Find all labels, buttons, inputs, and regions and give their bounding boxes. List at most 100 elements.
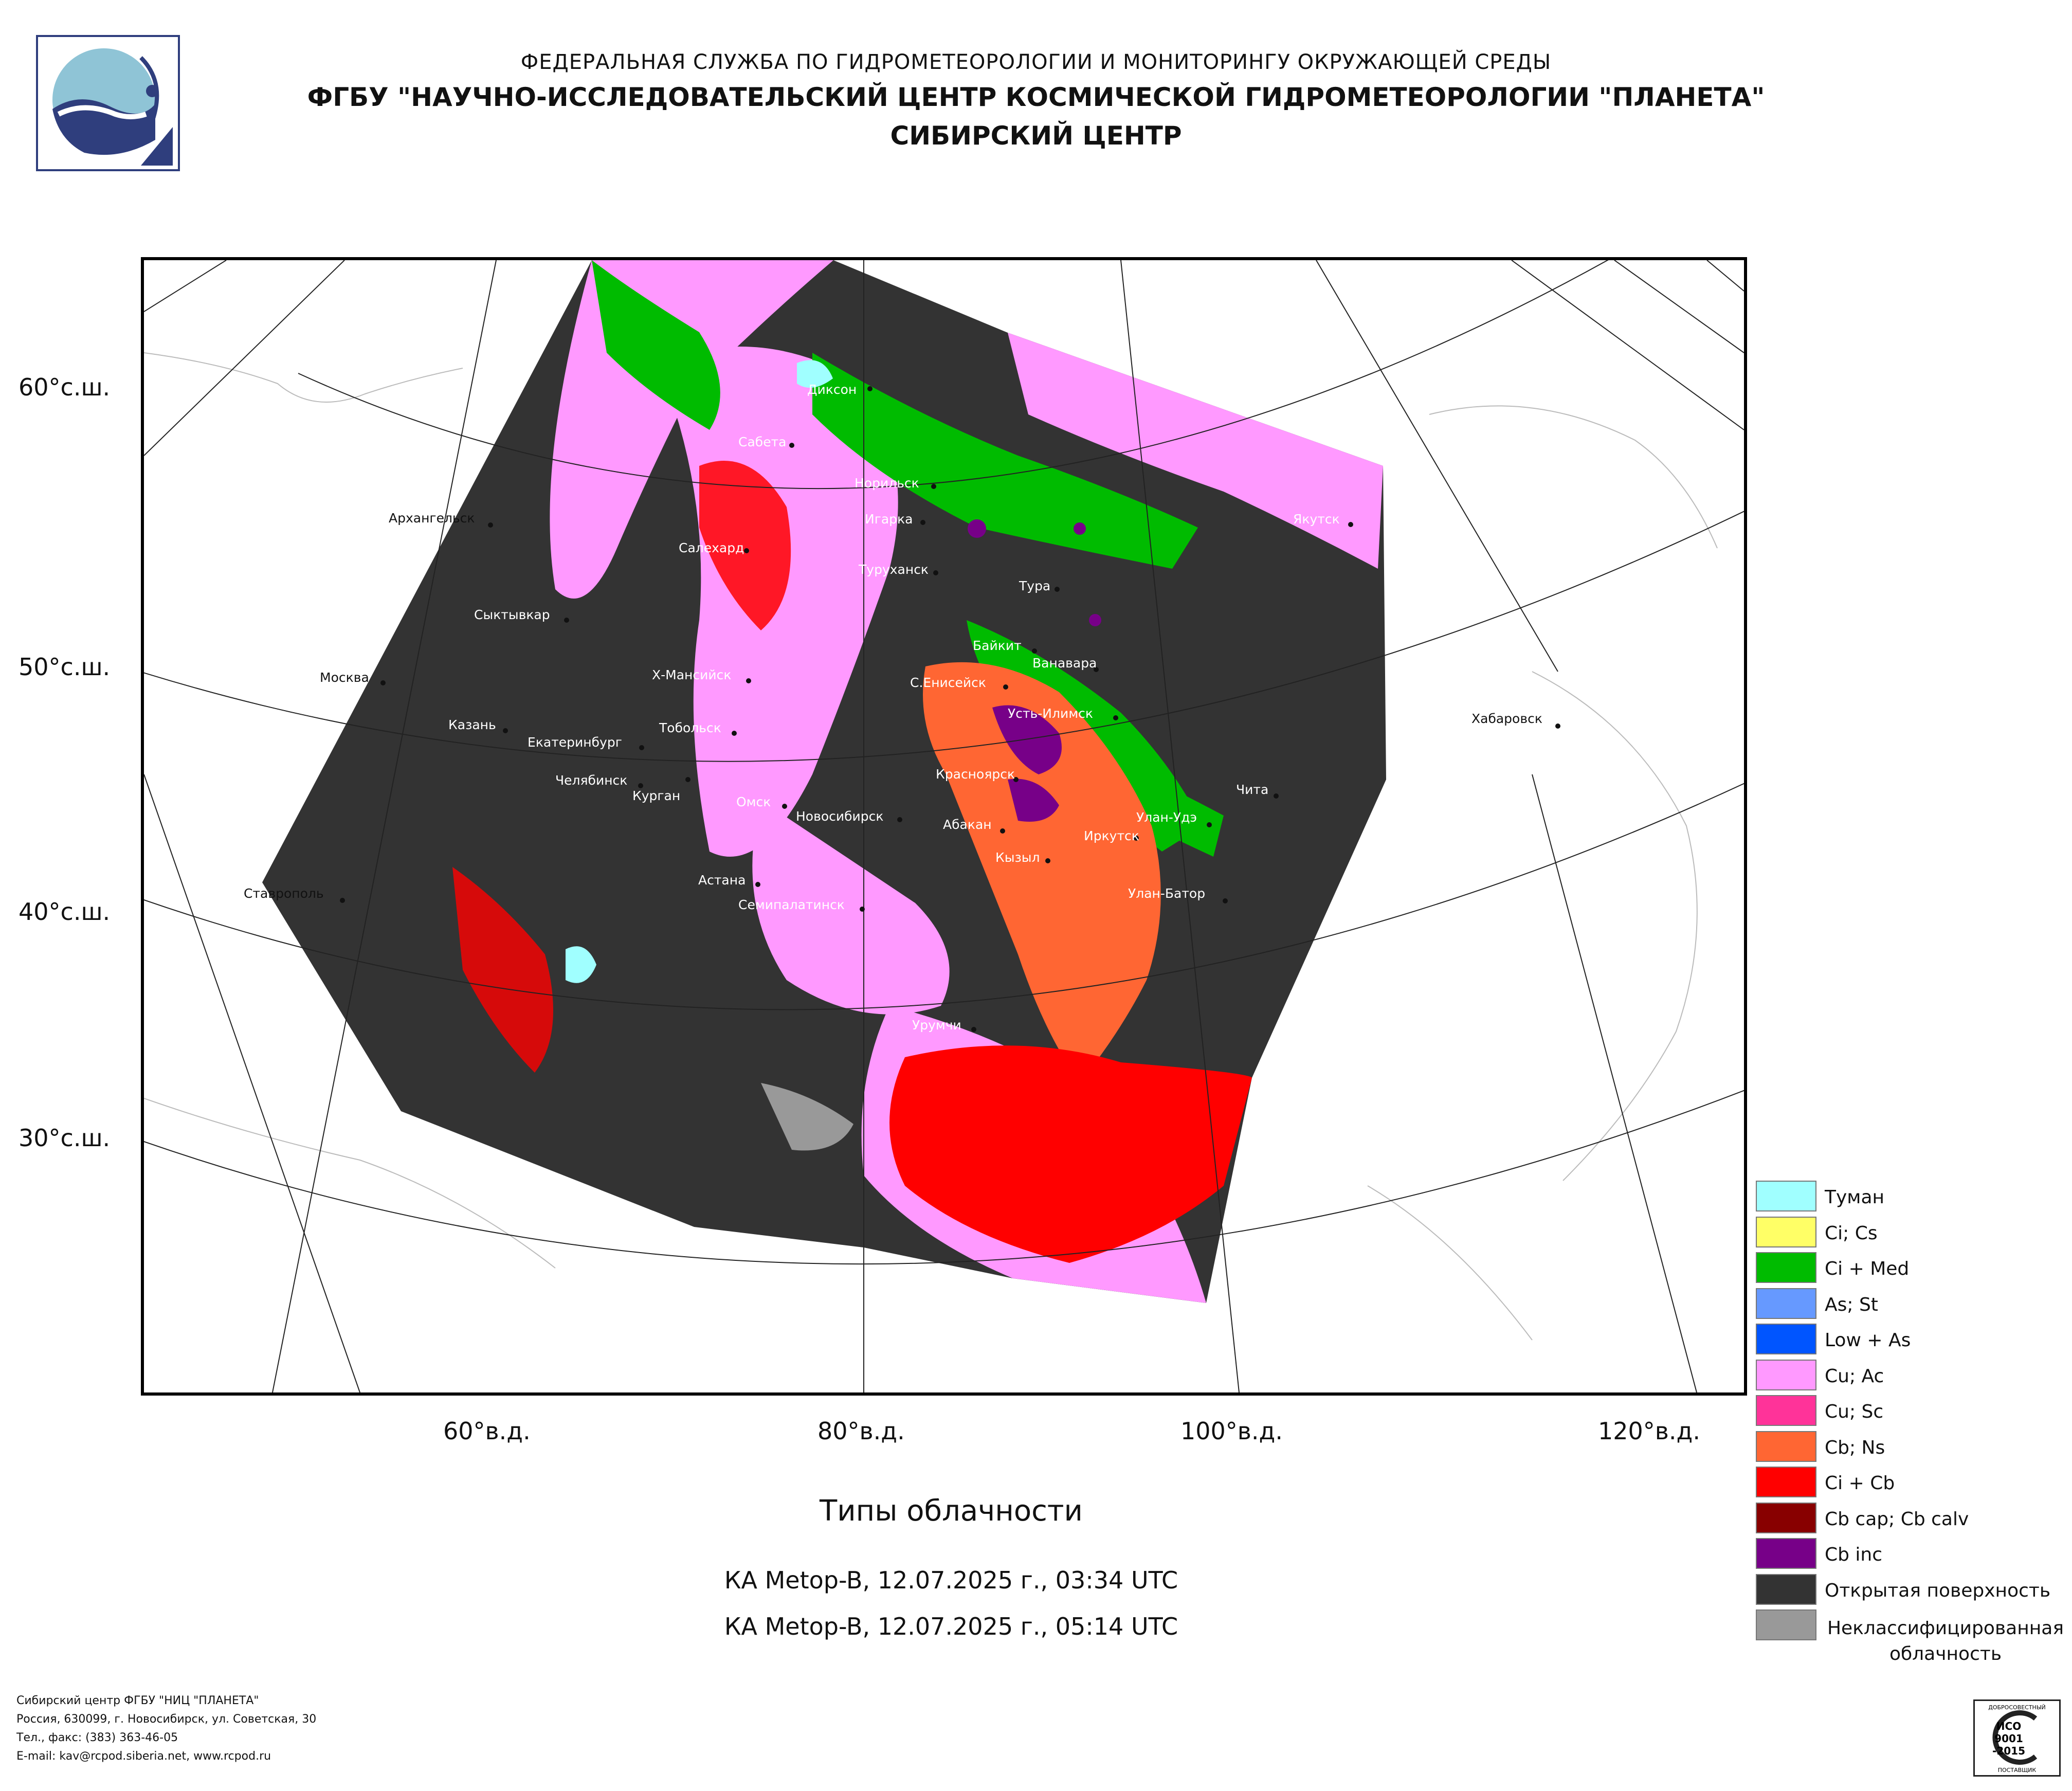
legend-label: Ci + Cb: [1825, 1473, 1895, 1494]
city-semipalatinsk: Семипалатинск: [738, 897, 845, 912]
legend-swatch: [1756, 1431, 1816, 1462]
city-salekhard: Салехард: [679, 540, 744, 555]
footer-org: Сибирский центр ФГБУ "НИЦ "ПЛАНЕТА": [16, 1694, 259, 1707]
city-norilsk: Норильск: [855, 476, 919, 491]
legend-item: Cb; Ns: [1756, 1429, 2064, 1465]
legend-label: Cb inc: [1825, 1544, 1883, 1565]
svg-text:ПОСТАВЩИК: ПОСТАВЩИК: [1998, 1767, 2037, 1774]
legend-label: Low + As: [1825, 1330, 1911, 1351]
city-ulanbator: Улан-Батор: [1128, 886, 1205, 901]
city-syktyvkar: Сыктывкар: [474, 607, 550, 622]
legend-item: As; St: [1756, 1286, 2064, 1322]
legend-item: Ci + Cb: [1756, 1464, 2064, 1500]
legend-label: Ci; Cs: [1825, 1222, 1878, 1244]
lon-label-60: 60°в.д.: [443, 1417, 531, 1445]
city-novosibirsk: Новосибирск: [796, 809, 884, 824]
contact-footer: Сибирский центр ФГБУ "НИЦ "ПЛАНЕТА" Росс…: [16, 1692, 316, 1766]
legend-item: Cu; Sc: [1756, 1393, 2064, 1429]
legend-label: Неклассифицированная облачность: [1827, 1618, 2064, 1665]
satellite-swath: [262, 260, 1386, 1303]
city-turukhansk: Туруханск: [858, 562, 929, 577]
city-astana: Астана: [698, 873, 746, 888]
institute-name: ФГБУ "НАУЧНО-ИССЛЕДОВАТЕЛЬСКИЙ ЦЕНТР КОС…: [307, 82, 1765, 112]
city-vanavara: Ванавара: [1032, 656, 1097, 671]
lat-label-30: 30°с.ш.: [19, 1124, 111, 1152]
legend-swatch: [1756, 1359, 1816, 1390]
city-markers: Диксон Сабета Норильск Игарка Салехард Т…: [244, 382, 1560, 1033]
center-name: СИБИРСКИЙ ЦЕНТР: [890, 121, 1182, 151]
city-arkhangelsk: Архангельск: [389, 511, 475, 526]
legend-item: Low + As: [1756, 1322, 2064, 1358]
legend-swatch: [1756, 1288, 1816, 1319]
city-yakutsk: Якутск: [1293, 512, 1340, 527]
legend-item: Неклассифицированная облачность: [1756, 1607, 2064, 1669]
city-stavropol: Ставрополь: [244, 886, 324, 901]
svg-text:ДОБРОСОВЕСТНЫЙ: ДОБРОСОВЕСТНЫЙ: [1988, 1704, 2046, 1711]
city-sabeta: Сабета: [738, 435, 786, 449]
city-khmansiysk: Х-Мансийск: [652, 667, 731, 682]
city-irkutsk: Иркутск: [1084, 828, 1139, 843]
legend-swatch: [1756, 1252, 1816, 1283]
legend-item: Туман: [1756, 1179, 2064, 1215]
legend-item: Ci + Med: [1756, 1250, 2064, 1286]
satellite-pass-2: КА Metop-B, 12.07.2025 г., 05:14 UTC: [724, 1613, 1178, 1640]
legend-label: As; St: [1825, 1294, 1878, 1315]
city-tobolsk: Тобольск: [659, 720, 721, 735]
lon-label-120: 120°в.д.: [1598, 1417, 1700, 1445]
city-khabarovsk: Хабаровск: [1471, 711, 1542, 726]
coastlines: [144, 352, 1718, 1341]
legend-label: Ci + Med: [1825, 1258, 1910, 1279]
city-chelyabinsk: Челябинск: [555, 773, 627, 788]
legend-swatch: [1756, 1502, 1816, 1533]
city-urumqi: Урумчи: [912, 1018, 961, 1033]
city-seniseisk: С.Енисейск: [910, 675, 986, 690]
lat-label-60: 60°с.ш.: [19, 373, 111, 401]
legend-swatch: [1756, 1467, 1816, 1497]
city-dikson: Диксон: [807, 382, 857, 397]
legend-label: Cb cap; Cb calv: [1825, 1508, 1969, 1530]
city-kurgan: Курган: [632, 788, 680, 803]
legend-label: Туман: [1825, 1187, 1885, 1208]
legend-swatch: [1756, 1181, 1816, 1211]
legend-item: Cu; Ac: [1756, 1358, 2064, 1394]
legend-swatch: [1756, 1609, 1816, 1640]
lat-label-40: 40°с.ш.: [19, 898, 111, 926]
legend-item: Cb inc: [1756, 1536, 2064, 1572]
cloud-type-map: Диксон Сабета Норильск Игарка Салехард Т…: [141, 257, 1747, 1396]
city-baikit: Байкит: [973, 638, 1022, 653]
lon-label-100: 100°в.д.: [1180, 1417, 1283, 1445]
satellite-pass-1: КА Metop-B, 12.07.2025 г., 03:34 UTC: [724, 1566, 1178, 1594]
legend-label: Cb; Ns: [1825, 1437, 1885, 1458]
legend-label: Cu; Ac: [1825, 1365, 1884, 1387]
footer-phone: Тел., факс: (383) 363-46-05: [16, 1731, 178, 1744]
footer-email: E-mail: kav@rcpod.siberia.net, www.rcpod…: [16, 1750, 271, 1763]
svg-text:-2015: -2015: [1992, 1745, 2025, 1757]
svg-text:9001: 9001: [1994, 1732, 2023, 1745]
map-title: Типы облачности: [820, 1494, 1083, 1528]
city-abakan: Абакан: [943, 817, 992, 832]
legend-item: Cb cap; Cb calv: [1756, 1500, 2064, 1536]
legend-item: Открытая поверхность: [1756, 1572, 2064, 1608]
legend-label: Cu; Sc: [1825, 1401, 1884, 1422]
legend-swatch: [1756, 1216, 1816, 1247]
city-kyzyl: Кызыл: [995, 850, 1040, 865]
lat-label-50: 50°с.ш.: [19, 653, 111, 681]
legend-label: Открытая поверхность: [1825, 1580, 2051, 1601]
city-chita: Чита: [1236, 782, 1268, 797]
city-moscow: Москва: [320, 670, 369, 685]
legend-swatch: [1756, 1538, 1816, 1569]
city-ustilimsk: Усть-Илимск: [1008, 706, 1093, 721]
city-ekaterinburg: Екатеринбург: [528, 735, 622, 750]
city-ulanude: Улан-Удэ: [1136, 810, 1197, 825]
legend-swatch: [1756, 1395, 1816, 1426]
legend-swatch: [1756, 1573, 1816, 1605]
city-tura: Тура: [1019, 578, 1050, 593]
svg-text:ИСО: ИСО: [1996, 1720, 2021, 1732]
planeta-logo-icon: [36, 35, 180, 171]
city-igarka: Игарка: [865, 512, 913, 527]
graticule: [144, 260, 1744, 1392]
footer-address: Россия, 630099, г. Новосибирск, ул. Сове…: [16, 1713, 317, 1726]
iso-certificate-badge: ДОБРОСОВЕСТНЫЙ ИСО 9001 -2015 ПОСТАВЩИК: [1973, 1699, 2061, 1777]
legend-item: Ci; Cs: [1756, 1215, 2064, 1251]
agency-name: ФЕДЕРАЛЬНАЯ СЛУЖБА ПО ГИДРОМЕТЕОРОЛОГИИ …: [520, 50, 1552, 74]
